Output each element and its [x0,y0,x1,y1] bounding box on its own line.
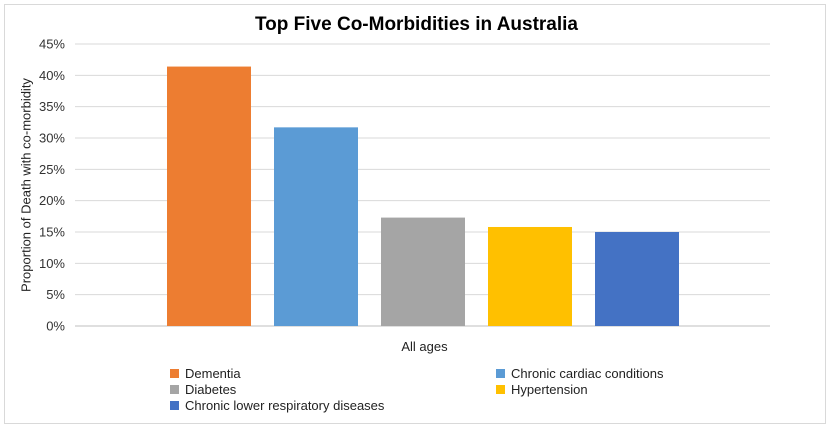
legend-item: Diabetes [170,382,236,397]
legend-label: Hypertension [511,382,588,397]
chart-frame [4,4,826,424]
y-tick-label: 45% [39,37,65,52]
legend-label: Dementia [185,366,241,381]
y-tick-label: 0% [46,319,65,334]
bar-hypertension [488,226,572,326]
legend-label: Chronic lower respiratory diseases [185,398,385,413]
chart-title: Top Five Co-Morbidities in Australia [254,14,579,35]
y-tick-label: 5% [46,287,65,302]
y-tick-label: 30% [39,131,65,146]
bar-chronic-lower-respiratory-diseases [595,232,679,326]
bar-dementia [167,66,251,326]
legend-item: Chronic lower respiratory diseases [170,398,384,413]
legend-swatch [496,385,505,394]
legend-label: Diabetes [185,382,237,397]
legend-swatch [496,369,505,378]
legend-swatch [170,385,179,394]
legend-item: Dementia [170,366,241,381]
y-tick-label: 35% [39,99,65,114]
legend-swatch [170,369,179,378]
x-category-label: All ages [401,339,448,354]
y-tick-label: 15% [39,225,65,240]
chart-legend: Dementia Chronic cardiac conditions Diabet… [170,366,770,424]
legend-swatch [170,401,179,410]
legend-item: Chronic cardiac conditions [496,366,663,381]
y-tick-label: 10% [39,256,65,271]
legend-item: Hypertension [496,382,588,397]
y-tick-label: 40% [39,68,65,83]
legend-label: Chronic cardiac conditions [511,366,664,381]
y-tick-label: 25% [39,162,65,177]
y-tick-label: 20% [39,193,65,208]
bar-diabetes [381,217,465,326]
bar-chronic-cardiac-conditions [274,127,358,326]
